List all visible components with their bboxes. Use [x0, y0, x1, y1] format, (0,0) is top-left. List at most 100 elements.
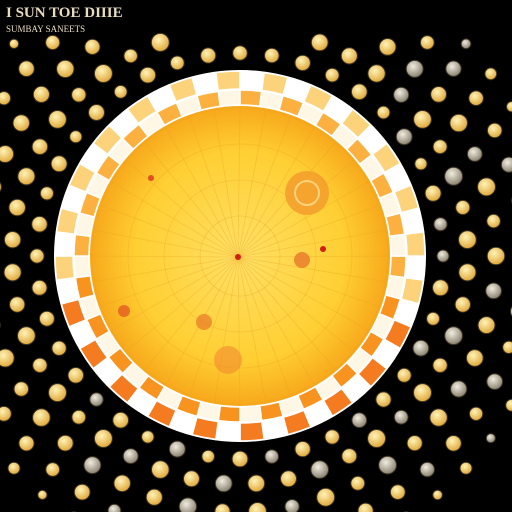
ring-segment [400, 207, 425, 236]
dot [214, 503, 231, 512]
dot [294, 440, 311, 458]
dot [73, 483, 91, 501]
dot [395, 128, 413, 146]
ring-segment [239, 404, 263, 423]
dot [486, 373, 504, 391]
spot [320, 246, 326, 252]
dot [231, 450, 249, 468]
dot-field [0, 32, 512, 512]
dot [484, 67, 498, 81]
dot [376, 105, 391, 120]
dot [17, 167, 36, 186]
ring-segment [215, 70, 241, 92]
dot [486, 246, 506, 266]
dot [67, 367, 85, 384]
dot [444, 166, 464, 186]
spoke [189, 256, 239, 396]
dot [280, 470, 297, 488]
dot [468, 406, 484, 421]
dot [458, 263, 477, 282]
dot [107, 503, 122, 512]
dot [393, 86, 410, 103]
spoke [111, 256, 239, 331]
dot [389, 484, 406, 501]
dot [264, 449, 280, 464]
spoke [237, 256, 267, 402]
spoke [237, 256, 354, 352]
spoke [94, 229, 239, 258]
dot [264, 47, 280, 64]
spot [148, 175, 154, 181]
dot [113, 84, 128, 99]
dot [248, 502, 267, 512]
dot [89, 392, 104, 407]
spoke-ring [163, 179, 317, 333]
dot [0, 181, 2, 193]
dot [29, 248, 45, 264]
dot [424, 184, 442, 202]
dot [3, 263, 22, 282]
spot [196, 314, 212, 330]
dot [39, 186, 55, 201]
dot [350, 83, 368, 101]
dot [432, 279, 449, 297]
dot [31, 138, 49, 155]
spoke [100, 256, 239, 307]
dot [294, 54, 311, 72]
dot [71, 409, 87, 425]
spoke [237, 205, 380, 258]
dot [445, 435, 462, 452]
dot [340, 47, 358, 65]
ring-segment [239, 70, 265, 92]
dot [310, 33, 329, 52]
dot [169, 55, 185, 71]
dot [8, 38, 20, 49]
dot [316, 487, 336, 507]
spoke [237, 256, 241, 405]
dot [50, 155, 68, 173]
spoke-ring [127, 143, 353, 369]
dot [0, 405, 12, 422]
dot [93, 429, 113, 448]
spoke [126, 160, 239, 258]
ring-segment [404, 231, 426, 257]
dot [430, 86, 448, 103]
spot-ring [294, 180, 320, 206]
spoke [237, 256, 315, 385]
dot [486, 122, 503, 139]
spot [285, 171, 329, 215]
ring-segment [217, 404, 241, 423]
center-point [235, 254, 241, 260]
spoke [237, 256, 369, 331]
dot [8, 198, 27, 217]
dot [506, 101, 512, 113]
dot [350, 475, 366, 491]
dot [413, 110, 432, 129]
dot [32, 85, 51, 104]
dot [31, 215, 48, 233]
spoke [189, 116, 239, 258]
spoke [237, 229, 386, 258]
dot [465, 349, 484, 367]
spoke [94, 256, 239, 283]
dot [419, 35, 435, 50]
ring-segment [239, 420, 265, 442]
dot [200, 47, 217, 64]
spot [214, 346, 242, 374]
ring-segment [388, 255, 407, 279]
dot [0, 91, 12, 106]
dot [378, 38, 397, 56]
ring-segment [239, 89, 263, 108]
subtitle: SUMBAY SANEETS [6, 24, 85, 34]
spoke [237, 116, 291, 258]
dot [378, 455, 398, 475]
dot [477, 177, 496, 197]
dot [357, 502, 374, 512]
dot [432, 357, 448, 373]
title: I SUN TOE DIIIE [6, 5, 123, 21]
dot [284, 499, 300, 512]
spoke [237, 107, 241, 258]
dot [419, 461, 435, 478]
ring-segment [55, 276, 80, 305]
spoke [237, 256, 291, 396]
